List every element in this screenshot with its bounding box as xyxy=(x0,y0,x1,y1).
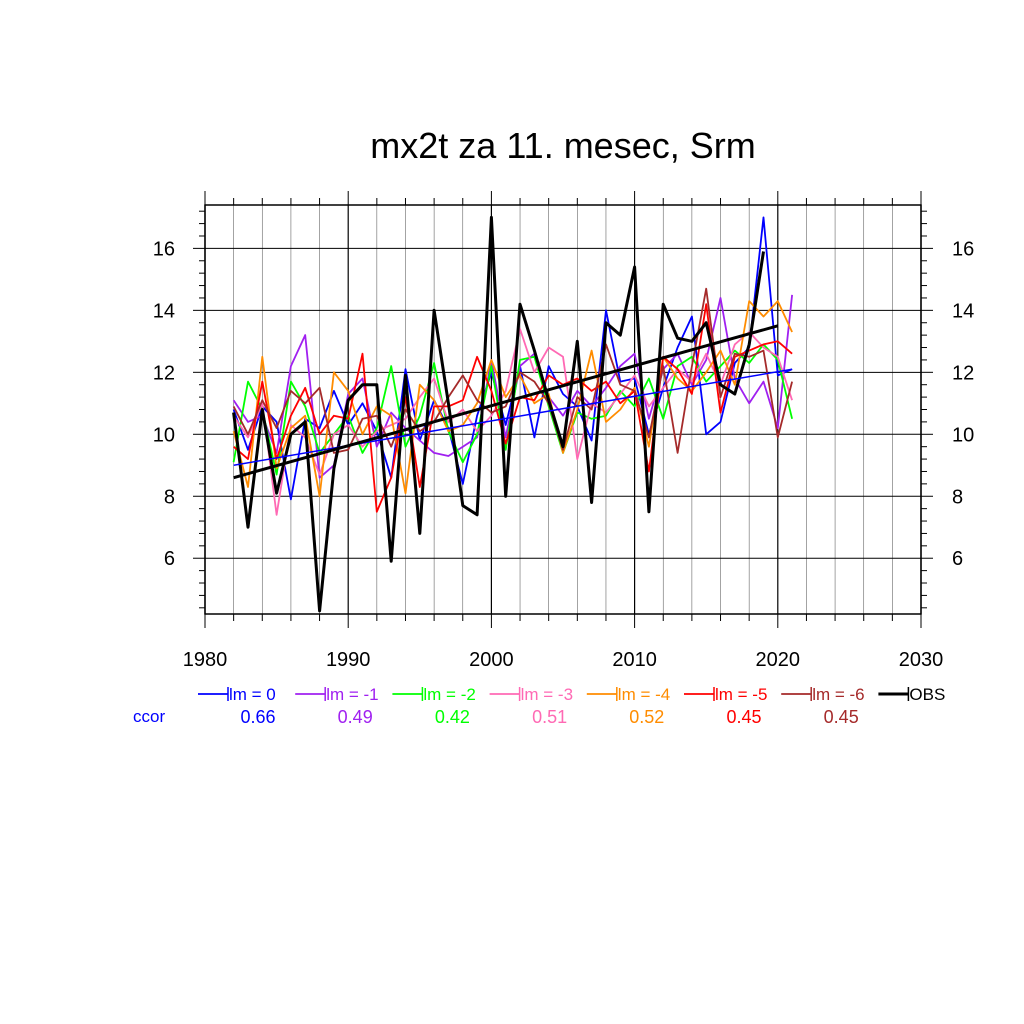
y-tick-label-left: 8 xyxy=(164,486,175,508)
ccor-value: 0.51 xyxy=(532,707,567,727)
y-tick-label-left: 6 xyxy=(164,548,175,570)
x-tick-label: 2010 xyxy=(612,649,657,671)
chart-title: mx2t za 11. mesec, Srm xyxy=(370,125,755,166)
y-tick-label-left: 10 xyxy=(153,424,175,446)
x-tick-label: 1980 xyxy=(183,649,228,671)
legend-label: lm = -2 xyxy=(423,685,475,704)
y-tick-label-right: 6 xyxy=(952,548,963,570)
series-line xyxy=(232,215,765,613)
y-tick-label-right: 10 xyxy=(952,424,974,446)
legend-label: lm = 0 xyxy=(229,685,276,704)
legend-label: lm = -3 xyxy=(521,685,573,704)
trend-line xyxy=(233,368,793,467)
y-tick-label-right: 16 xyxy=(952,238,974,260)
ccor-label: ccor xyxy=(133,707,165,726)
legend-label: lm = -5 xyxy=(715,685,767,704)
legend-label: lm = -6 xyxy=(812,685,864,704)
ccor-value: 0.45 xyxy=(824,707,859,727)
ccor-value: 0.52 xyxy=(629,707,664,727)
y-tick-label-right: 12 xyxy=(952,362,974,384)
ccor-value: 0.66 xyxy=(240,707,275,727)
ccor-value: 0.49 xyxy=(338,707,373,727)
x-tick-label: 1990 xyxy=(326,649,371,671)
legend-label: OBS xyxy=(909,685,945,704)
y-tick-label-left: 16 xyxy=(153,238,175,260)
legend-label: lm = -4 xyxy=(618,685,670,704)
x-tick-label: 2030 xyxy=(899,649,944,671)
x-tick-label: 2020 xyxy=(756,649,801,671)
ccor-value: 0.45 xyxy=(726,707,761,727)
legend-label: lm = -1 xyxy=(326,685,378,704)
y-tick-label-right: 14 xyxy=(952,300,974,322)
x-tick-label: 2000 xyxy=(469,649,514,671)
y-tick-label-right: 8 xyxy=(952,486,963,508)
axes: 6 6 8 8 10 10 12 12 14 14 16 16 1980 1990 2000 2010 2020… xyxy=(153,191,974,671)
y-tick-label-left: 14 xyxy=(153,300,175,322)
ccor-value: 0.42 xyxy=(435,707,470,727)
y-tick-label-left: 12 xyxy=(153,362,175,384)
legend: lm = 0 0.66 lm = -1 0.49 lm = -2 0.42 lm = -3 0… xyxy=(133,685,945,727)
series-line xyxy=(232,328,793,516)
trend-line xyxy=(233,324,779,480)
series-layer xyxy=(232,215,793,613)
